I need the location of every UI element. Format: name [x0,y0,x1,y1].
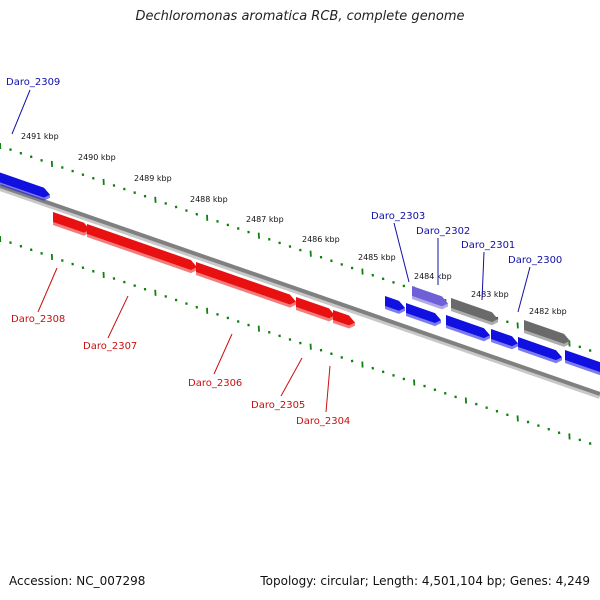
topology-summary: Topology: circular; Length: 4,501,104 bp… [260,574,590,588]
gene-leader-line [37,267,58,313]
gene-arrow-daro-2302b [446,315,490,339]
tick-label: 2485 kbp [358,253,396,262]
gene-label: Daro_2308 [11,314,65,325]
gene-arrow-daro-2307-shadow [87,234,197,274]
gene-arrow-daro-2304 [333,310,355,326]
gene-leader-line [11,89,31,135]
gene-arrow-daro-2302b-shadow [446,325,490,342]
gene-arrow-daro-2308 [53,212,90,233]
gene-arrow-daro-2302 [412,286,448,307]
tick-label: 2489 kbp [134,174,172,183]
gene-arrow-daro-2301b [491,329,518,347]
gene-arrow-daro-2300-shadow [524,330,570,347]
gene-arrow-daro-2303 [385,296,405,311]
axis-line [0,184,600,396]
gene-label: Daro_2300 [508,255,562,266]
gene-label: Daro_2305 [251,400,305,411]
gene-arrow-daro-2301b-shadow [491,339,518,350]
tick-label: 2488 kbp [190,195,228,204]
gene-arrow-daro-2307 [87,224,197,271]
gene-arrow-daro-2303-shadow [385,306,405,314]
gene-label: Daro_2306 [188,378,242,389]
gene-leader-line [213,333,233,375]
gene-leader-line [325,365,331,413]
tick-labels: 2491 kbp 2490 kbp 2489 kbp 2488 kbp 2487 kbp… [21,132,567,316]
gene-arrow-daro-2302-shadow [412,296,448,310]
gene-leader-line [481,251,485,301]
gene-label: Daro_2303 [371,211,425,222]
gene-leader-line [517,266,531,313]
gene-label: Daro_2307 [83,341,137,352]
gene-leader-line [280,357,303,397]
gene-label: Daro_2304 [296,416,350,427]
map-title: Dechloromonas aromatica RCB, complete ge… [135,9,465,24]
gene-arrow-daro-2300b-shadow [518,347,562,364]
gene-leader-line [107,295,129,339]
gene-arrow-daro-2303b-shadow [406,313,441,327]
gene-label: Daro_2309 [6,77,60,88]
accession-text: Accession: NC_007298 [9,574,146,588]
gene-labels: Daro_2309 Daro_2308 Daro_2307 Daro_2306 Daro… [6,77,562,427]
tick-label: 2490 kbp [78,153,116,162]
gene-arrow-daro-2301-shadow [451,308,498,326]
tick-label: 2483 kbp [471,290,509,299]
gene-arrow-daro-2300b [518,337,562,361]
gene-arrow-daro-2308-shadow [53,222,90,236]
genome-axis [0,184,600,399]
gene-label: Daro_2302 [416,226,470,237]
gene-label: Daro_2301 [461,240,515,251]
gene-features [0,172,600,376]
tick-label: 2482 kbp [529,307,567,316]
gene-leader-line [393,222,410,283]
tick-dots [0,142,592,445]
gene-arrow-daro-2299 [565,350,600,373]
tick-label: 2486 kbp [302,235,340,244]
gene-arrow-daro-2300 [524,320,570,344]
gene-arrow-daro-2304-shadow [333,320,355,329]
tick-label: 2487 kbp [246,215,284,224]
gene-arrow-daro-2309-shadow [0,182,50,201]
gene-arrow-daro-2299-shadow [565,360,600,376]
tick-label: 2484 kbp [414,272,452,281]
gene-arrow-daro-2303b [406,303,441,324]
gene-arrow-daro-2306 [196,262,296,305]
gene-arrow-daro-2305 [296,297,335,319]
gene-arrow-daro-2309 [0,172,50,198]
gene-arrow-daro-2306-shadow [196,272,296,308]
gene-arrow-daro-2305-shadow [296,307,335,322]
tick-label: 2491 kbp [21,132,59,141]
gene-arrow-daro-2301 [451,298,498,323]
